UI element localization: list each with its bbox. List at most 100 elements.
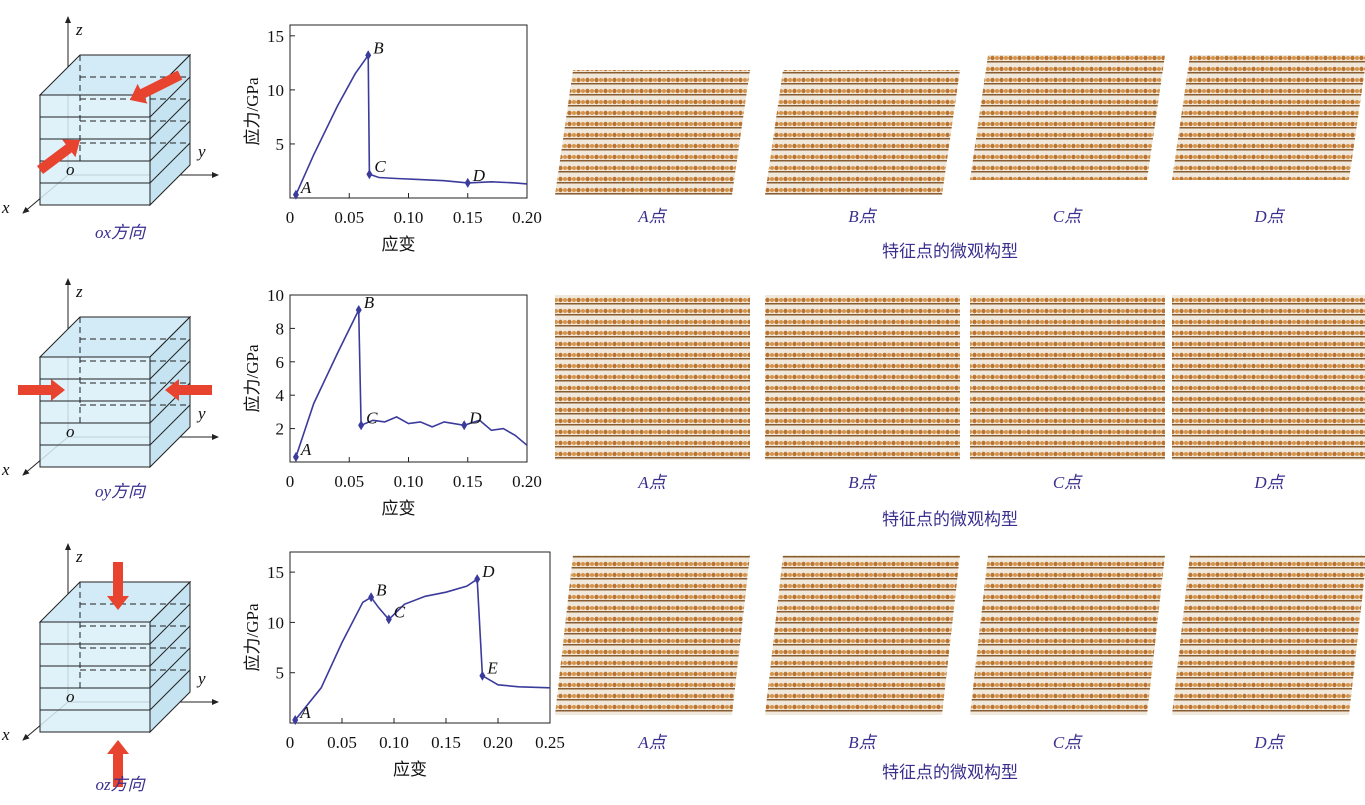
micrograph: [555, 70, 750, 195]
layer-line: [149, 404, 191, 446]
y-tick-label: 6: [276, 353, 285, 372]
x-tick-label: 0.05: [334, 208, 364, 227]
point-label: A: [299, 703, 311, 722]
micro-label: D点: [1253, 473, 1285, 492]
load-arrow: [37, 139, 81, 175]
y-tick-label: 15: [267, 27, 284, 46]
y-tick-label: 10: [267, 81, 284, 100]
key-point: [355, 305, 362, 316]
x-axis-label: 应变: [382, 235, 416, 254]
stress-strain-line: [295, 52, 528, 196]
axis-name: y: [196, 142, 206, 161]
micrograph: [1172, 295, 1365, 460]
cube: z y x o oy方向: [1, 278, 219, 501]
x-tick-label: 0: [286, 733, 295, 752]
direction-caption: ox方向: [95, 223, 147, 242]
key-point: [461, 420, 468, 431]
key-point: [365, 50, 372, 61]
x-tick-label: 0.05: [327, 733, 357, 752]
x-tick-label: 0.20: [483, 733, 513, 752]
x-tick-label: 0.15: [453, 208, 483, 227]
axis-name: x: [1, 725, 10, 744]
point-label: C: [374, 157, 386, 176]
y-tick-label: 5: [276, 664, 285, 683]
micro-label: C点: [1053, 473, 1083, 492]
plot-frame: [289, 24, 528, 199]
y-tick-label: 2: [276, 420, 285, 439]
x-tick-label: 0.20: [512, 472, 542, 491]
point-label: C: [394, 602, 406, 621]
key-point: [479, 670, 486, 681]
layer-line: [149, 669, 191, 711]
origin-label: o: [66, 160, 75, 179]
x-tick-label: 0.10: [394, 208, 424, 227]
origin-label: o: [66, 422, 75, 441]
axis-name: z: [75, 547, 83, 566]
micro-caption: 特征点的微观构型: [882, 763, 1018, 782]
load-arrow: [107, 740, 129, 787]
point-label: B: [364, 293, 375, 312]
micro-caption: 特征点的微观构型: [882, 242, 1018, 261]
direction-caption: oy方向: [95, 482, 147, 501]
point-label: A: [300, 440, 312, 459]
micro-label: A点: [637, 473, 667, 492]
point-label: C: [366, 408, 378, 427]
x-tick-label: 0: [286, 472, 295, 491]
micrograph: [765, 295, 960, 460]
layer-line: [149, 603, 191, 645]
x-axis-label: 应变: [382, 499, 416, 518]
plot-frame: [289, 551, 551, 724]
x-tick-label: 0.10: [394, 472, 424, 491]
micrograph: [970, 555, 1165, 715]
key-point: [366, 169, 373, 180]
stress-strain-line: [295, 309, 528, 458]
cube-front: [39, 621, 151, 733]
layer-line: [149, 647, 191, 689]
micro-label: A点: [637, 207, 667, 226]
point-label: A: [300, 178, 312, 197]
y-axis-label: 应力/GPa: [243, 77, 262, 145]
micro-label: B点: [848, 473, 877, 492]
micro-label: B点: [848, 207, 877, 226]
micro-label: D点: [1253, 733, 1285, 752]
micrograph: [765, 70, 960, 195]
point-label: B: [376, 580, 387, 599]
axis-name: y: [196, 669, 206, 688]
micrograph: [970, 55, 1165, 180]
micro-label: C点: [1053, 733, 1083, 752]
key-point: [474, 574, 481, 585]
key-point: [368, 592, 375, 603]
layer-line: [149, 120, 191, 162]
load-arrow: [107, 562, 129, 610]
layer-line: [149, 142, 191, 184]
x-tick-label: 0.10: [379, 733, 409, 752]
y-axis-label: 应力/GPa: [243, 344, 262, 412]
point-label: D: [472, 166, 486, 185]
x-tick-label: 0.15: [431, 733, 461, 752]
axis-name: y: [196, 404, 206, 423]
axis-name: z: [75, 20, 83, 39]
x-tick-label: 0.25: [535, 733, 565, 752]
y-tick-label: 10: [267, 613, 284, 632]
cube: z y x o ox方向: [1, 16, 219, 242]
cube: z y x o oz方向: [1, 543, 219, 794]
layer-line: [149, 98, 191, 140]
cube-front: [39, 356, 151, 468]
direction-caption: oz方向: [95, 775, 146, 794]
micro-label: A点: [637, 733, 667, 752]
micro-caption: 特征点的微观构型: [882, 510, 1018, 529]
layer-line: [149, 76, 191, 118]
key-point: [464, 177, 471, 188]
layer-line: [149, 360, 191, 402]
micrograph: [765, 555, 960, 715]
load-arrow: [165, 379, 212, 401]
micrograph: [555, 555, 750, 715]
micrograph: [970, 295, 1165, 460]
origin-label: o: [66, 687, 75, 706]
axis-name: z: [75, 282, 83, 301]
layer-line: [149, 625, 191, 667]
x-tick-label: 0.05: [334, 472, 364, 491]
cube-front: [39, 94, 151, 206]
y-tick-label: 8: [276, 319, 285, 338]
